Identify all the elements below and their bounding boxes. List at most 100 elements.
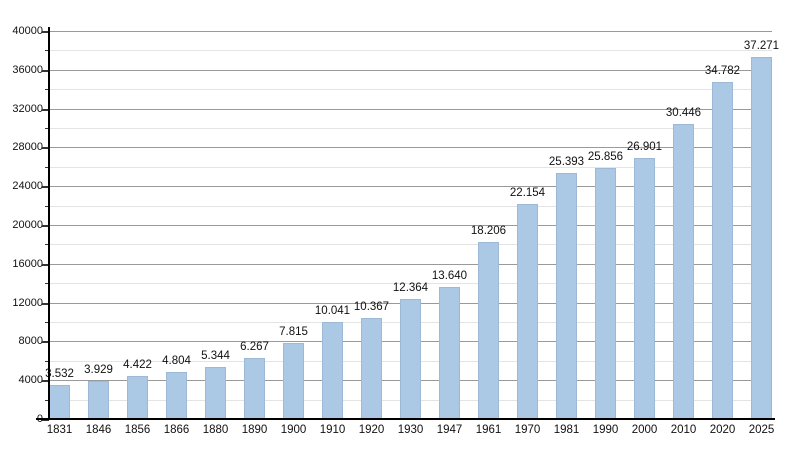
y-tick-label: 40000 bbox=[12, 25, 43, 37]
bar-value-label: 4.804 bbox=[162, 355, 191, 367]
x-tick-label: 1866 bbox=[163, 424, 190, 436]
y-tick-label: 4000 bbox=[18, 374, 43, 387]
x-tick-label: 1890 bbox=[241, 424, 268, 436]
bar-value-label: 12.364 bbox=[392, 282, 429, 294]
bar-2000 bbox=[634, 158, 655, 419]
bar-1961 bbox=[478, 242, 499, 419]
x-tick-label: 1900 bbox=[280, 424, 307, 436]
bar-value-label: 25.856 bbox=[587, 151, 624, 163]
bar-1970 bbox=[517, 204, 538, 419]
bar-value-label: 6.267 bbox=[240, 341, 269, 353]
y-tick-major bbox=[42, 225, 49, 227]
bar-value-label: 7.815 bbox=[279, 326, 308, 338]
gridline-major bbox=[49, 225, 772, 226]
bar-value-label: 10.367 bbox=[353, 301, 390, 313]
bar-value-label: 34.782 bbox=[704, 65, 741, 77]
gridline-minor bbox=[49, 128, 772, 129]
y-tick-major bbox=[42, 341, 49, 343]
y-tick-minor bbox=[45, 128, 49, 129]
bar-2025 bbox=[751, 57, 772, 419]
bar-1856 bbox=[127, 376, 148, 419]
y-tick-minor bbox=[45, 244, 49, 245]
gridline-minor bbox=[49, 206, 772, 207]
bar-value-label: 37.271 bbox=[743, 40, 780, 52]
y-tick-minor bbox=[45, 400, 49, 401]
x-tick-label: 2010 bbox=[670, 424, 697, 436]
x-tick-label: 1970 bbox=[514, 424, 541, 436]
gridline-minor bbox=[49, 283, 772, 284]
bar-2020 bbox=[712, 82, 733, 419]
bar-value-label: 18.206 bbox=[470, 225, 507, 237]
y-tick-major bbox=[42, 147, 49, 149]
bar-1990 bbox=[595, 168, 616, 419]
y-tick-minor bbox=[45, 206, 49, 207]
bar-1900 bbox=[283, 343, 304, 419]
x-tick-label: 1846 bbox=[85, 424, 112, 436]
bar-1930 bbox=[400, 299, 421, 419]
y-tick-major bbox=[42, 264, 49, 266]
bar-1947 bbox=[439, 287, 460, 419]
gridline-major bbox=[49, 147, 772, 148]
gridline-major bbox=[49, 70, 772, 71]
y-tick-label: 24000 bbox=[12, 180, 43, 193]
x-tick-label: 2025 bbox=[748, 424, 775, 436]
y-axis bbox=[48, 27, 50, 420]
y-tick-major bbox=[42, 419, 49, 421]
bar-1846 bbox=[88, 381, 109, 419]
bar-value-label: 3.929 bbox=[84, 364, 113, 376]
y-tick-major bbox=[42, 380, 49, 382]
x-tick-label: 1910 bbox=[319, 424, 346, 436]
bar-value-label: 10.041 bbox=[314, 305, 351, 317]
x-tick-label: 1981 bbox=[553, 424, 580, 436]
bar-value-label: 5.344 bbox=[201, 350, 230, 362]
y-tick-major bbox=[42, 186, 49, 188]
y-tick-major bbox=[42, 303, 49, 305]
x-tick-label: 1831 bbox=[46, 424, 73, 436]
x-axis bbox=[36, 418, 775, 420]
x-tick-label: 1990 bbox=[592, 424, 619, 436]
bar-1981 bbox=[556, 173, 577, 419]
y-tick-minor bbox=[45, 283, 49, 284]
y-tick-label: 20000 bbox=[12, 219, 43, 231]
bar-1890 bbox=[244, 358, 265, 419]
y-tick-label: 12000 bbox=[12, 296, 43, 309]
bar-1866 bbox=[166, 372, 187, 419]
x-tick-label: 1856 bbox=[124, 424, 151, 436]
bar-1831 bbox=[49, 385, 70, 419]
x-tick-label: 2000 bbox=[631, 424, 658, 436]
x-tick-label: 1930 bbox=[397, 424, 424, 436]
bar-1920 bbox=[361, 318, 382, 419]
bar-value-label: 26.901 bbox=[626, 141, 663, 153]
y-tick-label: 36000 bbox=[12, 63, 43, 76]
x-tick-label: 1961 bbox=[475, 424, 502, 436]
y-tick-minor bbox=[45, 89, 49, 90]
gridline-minor bbox=[49, 50, 772, 51]
y-tick-label: 8000 bbox=[18, 335, 43, 348]
y-tick-label: 32000 bbox=[12, 102, 43, 115]
bar-value-label: 13.640 bbox=[431, 270, 468, 282]
x-tick-label: 2020 bbox=[709, 424, 736, 436]
x-tick-label: 1920 bbox=[358, 424, 385, 436]
gridline-major bbox=[49, 186, 772, 187]
y-tick-major bbox=[42, 109, 49, 111]
gridline-minor bbox=[49, 167, 772, 168]
y-tick-major bbox=[42, 70, 49, 72]
bar-1910 bbox=[322, 322, 343, 419]
gridline-minor bbox=[49, 89, 772, 90]
bar-value-label: 25.393 bbox=[548, 156, 585, 168]
x-tick-label: 1880 bbox=[202, 424, 229, 436]
gridline-major bbox=[49, 109, 772, 110]
x-tick-label: 1947 bbox=[436, 424, 463, 436]
y-tick-major bbox=[42, 31, 49, 33]
gridline-major bbox=[49, 31, 772, 32]
y-tick-label: 28000 bbox=[12, 141, 43, 154]
y-tick-minor bbox=[45, 50, 49, 51]
y-tick-minor bbox=[45, 322, 49, 323]
bar-value-label: 22.154 bbox=[509, 187, 546, 199]
y-tick-minor bbox=[45, 361, 49, 362]
gridline-major bbox=[49, 264, 772, 265]
bar-value-label: 4.422 bbox=[123, 359, 152, 371]
bar-1880 bbox=[205, 367, 226, 419]
bar-2010 bbox=[673, 124, 694, 419]
